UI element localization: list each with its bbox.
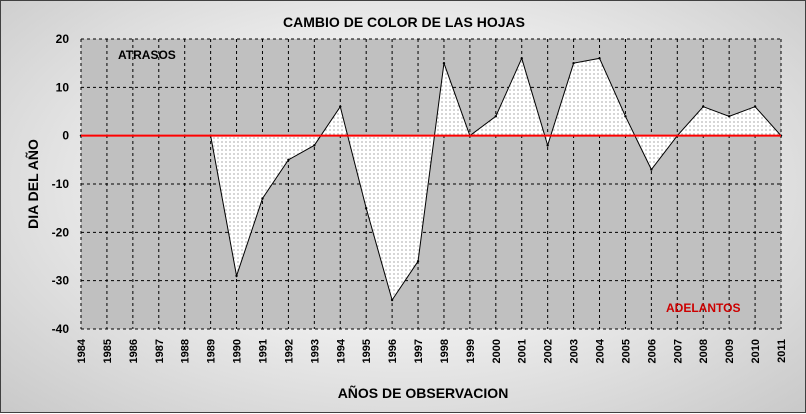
x-tick-label: 2005 bbox=[620, 339, 632, 363]
x-tick-label: 2002 bbox=[543, 339, 555, 363]
data-point bbox=[650, 168, 653, 171]
x-tick-label: 1988 bbox=[180, 339, 192, 363]
data-point bbox=[598, 57, 601, 60]
x-tick-label: 2006 bbox=[646, 339, 658, 363]
x-tick-label: 1999 bbox=[465, 339, 477, 363]
series-area bbox=[81, 58, 781, 301]
x-tick-label: 1985 bbox=[102, 339, 114, 363]
data-point bbox=[520, 57, 523, 60]
x-tick-label: 1993 bbox=[309, 339, 321, 363]
x-tick-label: 2000 bbox=[491, 339, 503, 363]
x-tick-label: 1989 bbox=[206, 339, 218, 363]
data-point bbox=[235, 274, 238, 278]
x-tick-label: 2011 bbox=[776, 339, 788, 363]
chart-title: CAMBIO DE COLOR DE LAS HOJAS bbox=[283, 14, 525, 30]
x-tick-label: 1998 bbox=[439, 339, 451, 363]
x-tick-label: 2007 bbox=[672, 339, 684, 363]
x-tick-label: 2008 bbox=[698, 339, 710, 363]
data-point bbox=[313, 144, 316, 147]
x-tick-label: 1997 bbox=[413, 339, 425, 363]
data-point bbox=[261, 197, 264, 200]
grid-lines bbox=[80, 38, 782, 330]
data-point bbox=[546, 144, 549, 147]
x-tick-label: 2004 bbox=[595, 338, 607, 363]
data-point bbox=[624, 115, 627, 118]
data-point bbox=[287, 158, 290, 162]
x-tick-label: 2003 bbox=[569, 339, 581, 363]
y-tick-label: 0 bbox=[62, 129, 69, 143]
y-tick-labels: 20 10 0 -10 -20 -30 -40 bbox=[52, 32, 70, 336]
x-tick-label: 1987 bbox=[154, 339, 166, 363]
x-tick-label: 1994 bbox=[335, 338, 347, 363]
x-tick-label: 2010 bbox=[750, 339, 762, 363]
y-tick-label: -10 bbox=[52, 177, 70, 191]
annotation-retrasos: ATRASOS bbox=[118, 48, 176, 62]
x-tick-label: 1984 bbox=[76, 338, 88, 363]
x-tick-label: 2001 bbox=[517, 339, 529, 363]
x-tick-label: 1990 bbox=[232, 339, 244, 363]
data-point bbox=[727, 115, 731, 118]
annotation-adelantos: ADELANTOS bbox=[666, 301, 740, 315]
data-point bbox=[339, 105, 342, 108]
x-tick-label: 1992 bbox=[283, 339, 295, 363]
y-tick-label: -30 bbox=[52, 274, 70, 288]
data-point bbox=[390, 298, 394, 302]
data-point bbox=[364, 206, 368, 210]
y-tick-label: 20 bbox=[56, 32, 70, 46]
x-tick-label: 1991 bbox=[257, 339, 269, 363]
x-tick-labels: 1984 1985 1986 1987 1988 1989 1990 1991 1992 1993… bbox=[76, 338, 788, 363]
data-point bbox=[702, 105, 705, 108]
y-axis-title: DIA DEL AÑO bbox=[24, 139, 41, 229]
data-point bbox=[442, 61, 446, 65]
x-tick-label: 1986 bbox=[128, 339, 140, 363]
series-area-fill bbox=[81, 58, 781, 301]
x-tick-label: 1995 bbox=[361, 339, 373, 363]
y-tick-label: -20 bbox=[52, 225, 70, 239]
y-tick-label: -40 bbox=[52, 322, 70, 336]
data-point bbox=[572, 61, 575, 65]
data-point bbox=[416, 260, 420, 263]
x-tick-label: 2009 bbox=[724, 339, 736, 363]
x-axis-title: AÑOS DE OBSERVACION bbox=[338, 384, 509, 401]
y-tick-label: 10 bbox=[56, 80, 70, 94]
data-point bbox=[494, 115, 498, 118]
x-tick-label: 1996 bbox=[387, 339, 399, 363]
data-point bbox=[753, 105, 757, 108]
